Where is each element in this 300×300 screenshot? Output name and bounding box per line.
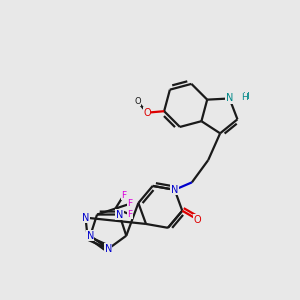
Text: F: F: [128, 199, 133, 208]
Text: N: N: [82, 213, 89, 223]
Text: O: O: [143, 108, 151, 118]
Text: F: F: [127, 210, 132, 219]
Text: N: N: [226, 94, 233, 103]
Text: H: H: [241, 93, 248, 102]
Text: H: H: [242, 92, 249, 101]
Text: N: N: [86, 231, 94, 241]
Text: O: O: [194, 215, 202, 225]
Text: N: N: [226, 94, 233, 103]
Text: O: O: [134, 97, 140, 106]
Text: N: N: [105, 244, 112, 254]
Text: N: N: [116, 209, 123, 220]
Text: O: O: [143, 108, 151, 117]
Text: F: F: [121, 191, 126, 200]
Text: O: O: [134, 97, 141, 106]
Text: N: N: [171, 185, 178, 195]
